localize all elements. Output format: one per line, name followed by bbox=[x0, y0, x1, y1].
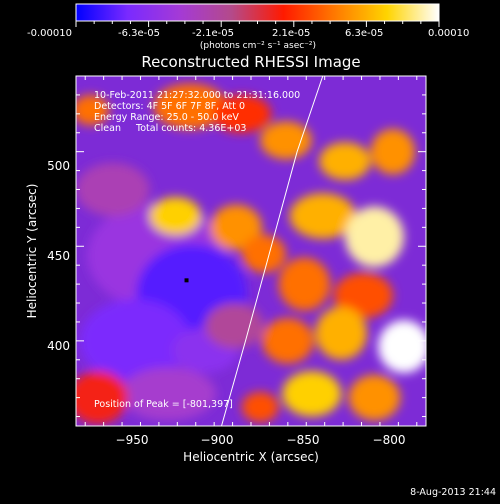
solar-limb bbox=[221, 76, 324, 426]
emission-blob bbox=[120, 367, 216, 421]
emission-blob bbox=[76, 371, 128, 425]
x-axis-label: Heliocentric X (arcsec) bbox=[183, 450, 319, 464]
emission-blob bbox=[153, 83, 228, 129]
info-detectors: Detectors: 4F 5F 6F 7F 8F, Att 0 bbox=[94, 101, 245, 112]
emission-blob bbox=[204, 303, 264, 349]
emission-blob bbox=[76, 94, 110, 126]
emission-blob bbox=[79, 299, 191, 383]
colorbar-tick-label: 0.00010 bbox=[428, 28, 469, 39]
emission-map bbox=[76, 83, 426, 425]
info-energy: Energy Range: 25.0 - 50.0 keV bbox=[94, 112, 239, 123]
colorbar-tick-label: 2.1e-05 bbox=[272, 28, 310, 39]
axis-ticks bbox=[76, 75, 426, 426]
y-tick-label: 500 bbox=[47, 159, 70, 173]
emission-blob bbox=[262, 318, 314, 364]
emission-blob bbox=[348, 374, 401, 421]
emission-blob bbox=[370, 128, 415, 175]
colorbar-ticks bbox=[75, 21, 440, 27]
colorbar-tick-label: 6.3e-05 bbox=[345, 28, 383, 39]
x-tick-label: −800 bbox=[373, 433, 406, 447]
emission-blob bbox=[278, 257, 331, 311]
emission-blob bbox=[212, 94, 272, 133]
colorbar bbox=[75, 3, 440, 22]
emission-blob bbox=[319, 142, 371, 181]
emission-blob bbox=[282, 371, 342, 417]
x-tick-label: −950 bbox=[116, 433, 149, 447]
emission-blob bbox=[378, 320, 426, 374]
info-time: 10-Feb-2011 21:27:32.000 to 21:31:16.000 bbox=[94, 90, 300, 101]
y-axis-label: Heliocentric Y (arcsec) bbox=[25, 184, 39, 319]
emission-blob bbox=[315, 306, 368, 360]
emission-blob bbox=[149, 197, 202, 235]
colorbar-units-label: (photons cm⁻² s⁻¹ asec⁻²) bbox=[200, 41, 316, 51]
emission-blob bbox=[210, 204, 263, 251]
colorbar-tick-label: -0.00010 bbox=[27, 28, 72, 39]
peak-position-label: Position of Peak = [-801,397] bbox=[94, 399, 233, 410]
y-tick-label: 400 bbox=[47, 339, 70, 353]
x-tick-label: −900 bbox=[201, 433, 234, 447]
emission-blob bbox=[344, 206, 404, 268]
colorbar-tick-label: -2.1e-05 bbox=[192, 28, 234, 39]
emission-blob bbox=[333, 272, 393, 319]
x-tick-label: −850 bbox=[287, 433, 320, 447]
colorbar-tick-label: -6.3e-05 bbox=[118, 28, 160, 39]
chart-title: Reconstructed RHESSI Image bbox=[141, 53, 360, 71]
emission-blob bbox=[241, 391, 279, 423]
emission-blob bbox=[241, 234, 286, 273]
y-tick-label: 450 bbox=[47, 249, 70, 263]
emission-blob bbox=[76, 163, 150, 217]
footer-date: 8-Aug-2013 21:44 bbox=[410, 487, 496, 498]
emission-blob bbox=[260, 121, 312, 160]
emission-blob bbox=[289, 193, 356, 239]
info-clean: Clean Total counts: 4.36E+03 bbox=[94, 123, 246, 134]
peak-marker bbox=[184, 278, 189, 283]
